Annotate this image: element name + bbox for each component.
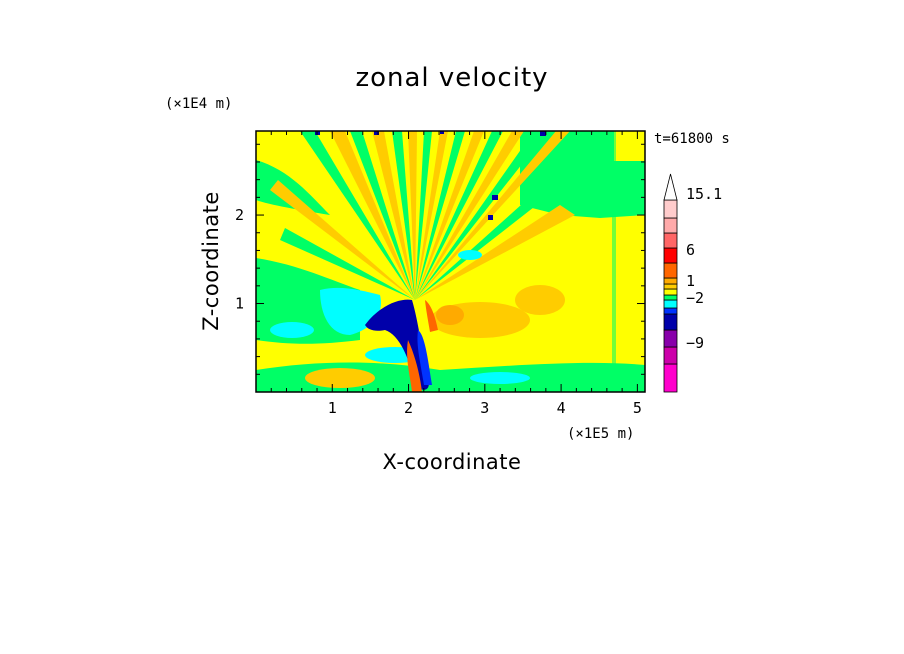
- colorbar-label: −2: [686, 289, 704, 307]
- field-blob-cyan-5: [458, 250, 482, 260]
- field-region-green-upperleft: [256, 160, 330, 215]
- colorbar-swatch: [663, 294, 678, 301]
- x-axis: 1 2 3 4 5: [270, 131, 642, 417]
- field-blob-orange-3: [305, 368, 375, 388]
- x-tick-label: 1: [328, 399, 337, 417]
- y-tick-label: 1: [235, 295, 244, 313]
- y-tick-label: 2: [235, 206, 244, 224]
- colorbar-swatch: [663, 217, 678, 234]
- chart-title: zonal velocity: [355, 63, 548, 93]
- field-blob-cyan-1: [320, 287, 381, 335]
- colorbar-label: 15.1: [686, 185, 722, 203]
- colorbar-swatch: [663, 232, 678, 249]
- field-core-blue-2: [417, 330, 432, 385]
- colorbar-swatch: [663, 199, 678, 219]
- field-blob-orange-4: [436, 305, 464, 325]
- y-axis: 12: [235, 143, 645, 375]
- x-tick-label: 2: [404, 399, 413, 417]
- x-axis-label: X-coordinate: [383, 450, 522, 474]
- colorbar-swatch: [663, 247, 678, 264]
- x-tick-label: 4: [557, 399, 566, 417]
- field-core-red: [407, 340, 422, 392]
- x-tick-label: 3: [480, 399, 489, 417]
- colorbar-swatch: [663, 277, 678, 285]
- colorbar-label: 6: [686, 241, 695, 259]
- field-blob-cyan-4: [470, 372, 530, 384]
- field-right-boundary: [612, 131, 616, 392]
- colorbar: 15.1 6 1−2 −9: [663, 173, 722, 393]
- colorbar-swatch: [663, 346, 678, 365]
- x-unit-label: (×1E5 m): [567, 426, 634, 442]
- colorbar-swatch: [663, 313, 678, 331]
- colorbar-label: 1: [686, 272, 695, 290]
- field-blob-orange-2: [515, 285, 565, 315]
- colorbar-swatch: [663, 288, 678, 296]
- colorbar-arrow: [663, 173, 678, 201]
- plot-frame: [255, 130, 646, 393]
- field-blob-cyan-2: [270, 322, 314, 338]
- field-region-yellow-corner: [614, 131, 645, 161]
- y-axis-label: Z-coordinate: [199, 191, 223, 331]
- colorbar-swatch: [663, 329, 678, 348]
- field-rays: [270, 131, 575, 300]
- colorbar-swatch: [663, 363, 678, 393]
- x-tick-label: 5: [633, 399, 642, 417]
- colorbar-swatch: [663, 299, 678, 309]
- colorbar-swatch: [663, 283, 678, 290]
- colorbar-swatch: [663, 262, 678, 279]
- y-unit-label: (×1E4 m): [165, 96, 232, 112]
- time-label: t=61800 s: [654, 131, 730, 147]
- velocity-field: [256, 131, 645, 392]
- field-core-red-2: [425, 300, 438, 332]
- colorbar-swatch: [663, 307, 678, 315]
- colorbar-label: −9: [686, 334, 704, 352]
